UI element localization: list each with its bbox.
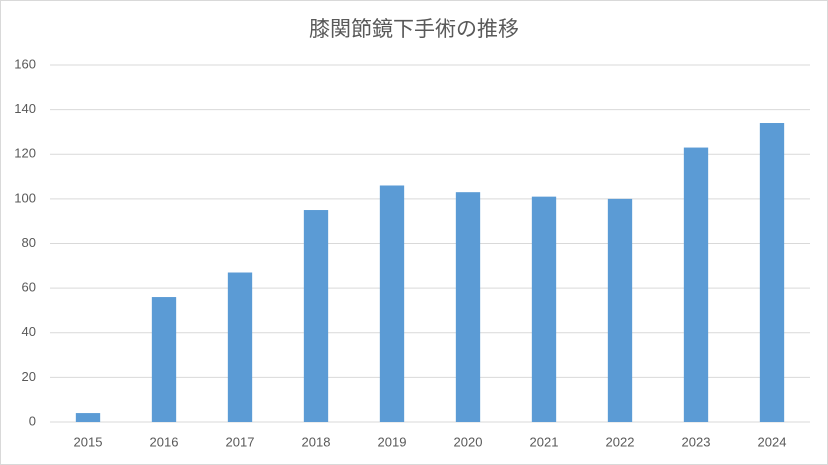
bar — [531, 196, 557, 422]
y-tick-label: 60 — [22, 280, 36, 295]
chart-title: 膝関節鏡下手術の推移 — [309, 17, 519, 41]
y-tick-label: 20 — [22, 369, 36, 384]
x-tick-label: 2023 — [682, 434, 711, 449]
y-tick-label: 120 — [14, 146, 36, 161]
x-tick-label: 2019 — [378, 434, 407, 449]
x-tick-label: 2020 — [454, 434, 483, 449]
x-tick-label: 2018 — [302, 434, 331, 449]
bar — [455, 192, 481, 422]
bar — [151, 297, 177, 422]
y-tick-label: 80 — [22, 235, 36, 250]
bar — [607, 198, 633, 422]
x-tick-label: 2015 — [74, 434, 103, 449]
y-tick-label: 140 — [14, 101, 36, 116]
bar — [227, 272, 253, 422]
bar — [759, 123, 785, 422]
y-tick-label: 0 — [29, 413, 36, 428]
x-tick-label: 2016 — [150, 434, 179, 449]
y-tick-label: 40 — [22, 324, 36, 339]
x-tick-label: 2017 — [226, 434, 255, 449]
y-tick-label: 100 — [14, 190, 36, 205]
bar — [75, 413, 101, 422]
x-tick-label: 2022 — [606, 434, 635, 449]
bar — [379, 185, 405, 422]
x-tick-label: 2021 — [530, 434, 559, 449]
y-tick-label: 160 — [14, 56, 36, 71]
x-tick-label: 2024 — [758, 434, 787, 449]
bar — [683, 147, 709, 422]
bar — [303, 210, 329, 422]
